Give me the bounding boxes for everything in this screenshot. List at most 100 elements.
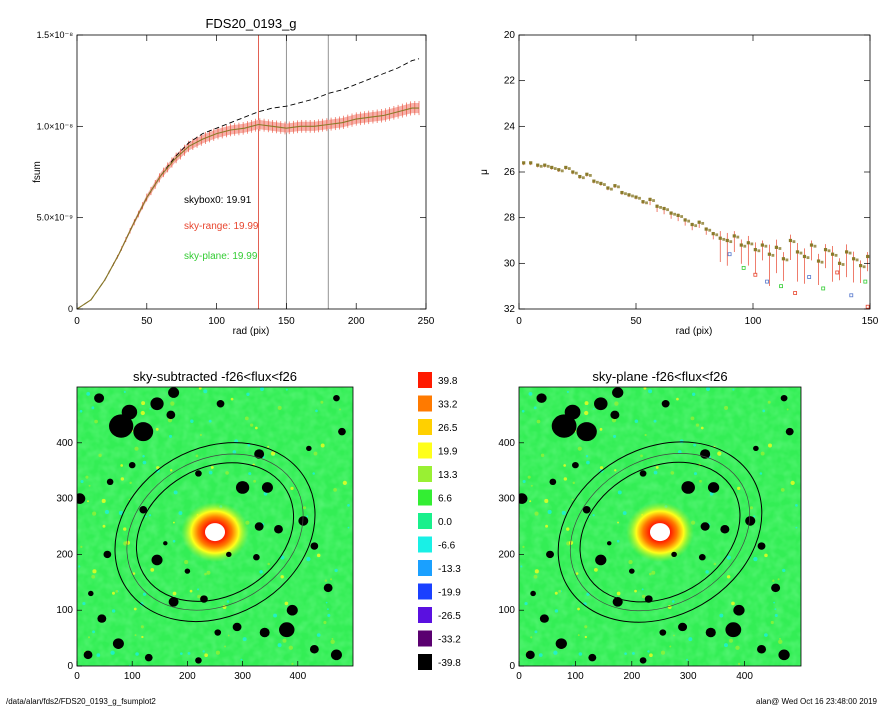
image-speckle [347,526,350,529]
masked-source [323,583,333,593]
mu-point [606,186,610,190]
y-tick-label: 28 [504,213,516,224]
mu-point [701,221,705,225]
x-tick-label: 100 [124,671,141,682]
image-speckle [768,443,772,448]
image-speckle [173,490,178,495]
mu-point [659,205,662,209]
x-tick-label: 150 [862,316,879,327]
image-speckle [145,515,147,518]
image-speckle [616,539,620,543]
image-speckle [786,408,789,411]
masked-source [83,650,93,660]
masked-source [551,414,577,438]
masked-source [725,622,742,638]
colorbar-swatch [418,560,432,576]
mu-point [645,201,648,205]
x-tick-label: 200 [179,671,196,682]
image-speckle [780,488,785,492]
image-speckle [522,545,525,548]
masked-source [226,551,232,558]
colorbar-label: 39.8 [438,376,458,387]
masked-source [757,645,767,654]
image-speckle [80,545,83,548]
image-speckle [315,409,318,413]
masked-source [771,583,781,593]
masked-source [128,461,136,469]
sky-range-annotation: sky-range: 19.99 [184,221,259,232]
image-speckle [120,477,125,481]
image-speckle [534,630,538,634]
sky-annulus-ellipse [579,461,741,603]
image-speckle [690,416,695,421]
mu-point [673,212,677,216]
masked-source [705,627,716,638]
image-speckle [204,572,207,576]
image-speckle [653,470,658,475]
image-speckle [628,560,633,565]
y-tick-label: 300 [56,494,73,505]
image-speckle [566,390,569,394]
mu-point [852,257,856,261]
mu-y-axis-label: μ [479,169,490,175]
mu-point [697,220,701,224]
masked-source [780,394,788,402]
image-speckle [749,506,754,510]
mu-point [771,253,775,257]
masked-source [582,506,591,514]
image-speckle [149,408,152,410]
mu-point [859,264,863,268]
image-speckle [724,643,728,648]
mu-point [855,258,859,262]
masked-source [298,516,309,526]
fsum-y-axis-label: fsum [32,161,43,183]
mu-point [746,241,750,245]
image-speckle [325,601,328,604]
mu-point [669,211,673,215]
image-speckle [521,409,525,413]
image-speckle [111,591,115,595]
image-speckle [571,498,574,501]
masked-source [539,614,549,623]
image-speckle [204,653,208,658]
colorbar-label: 6.6 [438,494,452,505]
x-tick-label: 0 [516,671,522,682]
mu-point [743,244,747,248]
image-speckle [85,475,89,479]
mu-point [574,171,578,175]
fsum-x-axis-label: rad (pix) [233,326,270,337]
image-speckle [622,511,627,515]
mu-point [522,161,526,165]
image-speckle [586,460,590,465]
mu-point [687,219,691,223]
image-speckle [291,662,294,666]
colorbar-swatch [418,419,432,435]
image-speckle [210,465,214,469]
image-speckle [584,625,588,629]
image-speckle [259,387,265,392]
image-speckle [641,594,646,599]
x-tick-label: 200 [623,671,640,682]
image-speckle [669,645,672,648]
masked-source [555,638,567,649]
image-speckle [244,416,249,421]
y-tick-label: 26 [504,167,516,178]
image-speckle [230,397,234,401]
image-speckle [773,601,775,604]
image-speckle [676,397,679,401]
y-tick-label: 100 [56,605,73,616]
masked-source [259,627,270,638]
y-tick-label: 20 [504,30,516,41]
image-speckle [277,643,282,648]
masked-source [310,542,319,550]
mu-point [834,253,838,257]
image-speckle [323,620,327,625]
image-speckle [155,427,159,431]
mu-low-point [741,265,746,270]
x-tick-label: 100 [208,316,225,327]
masked-source [235,481,250,494]
sky-plane-title: sky-plane -f26<flux<f26 [592,369,727,384]
image-speckle [545,524,549,528]
masked-source [94,393,105,403]
mu-point [634,195,638,199]
